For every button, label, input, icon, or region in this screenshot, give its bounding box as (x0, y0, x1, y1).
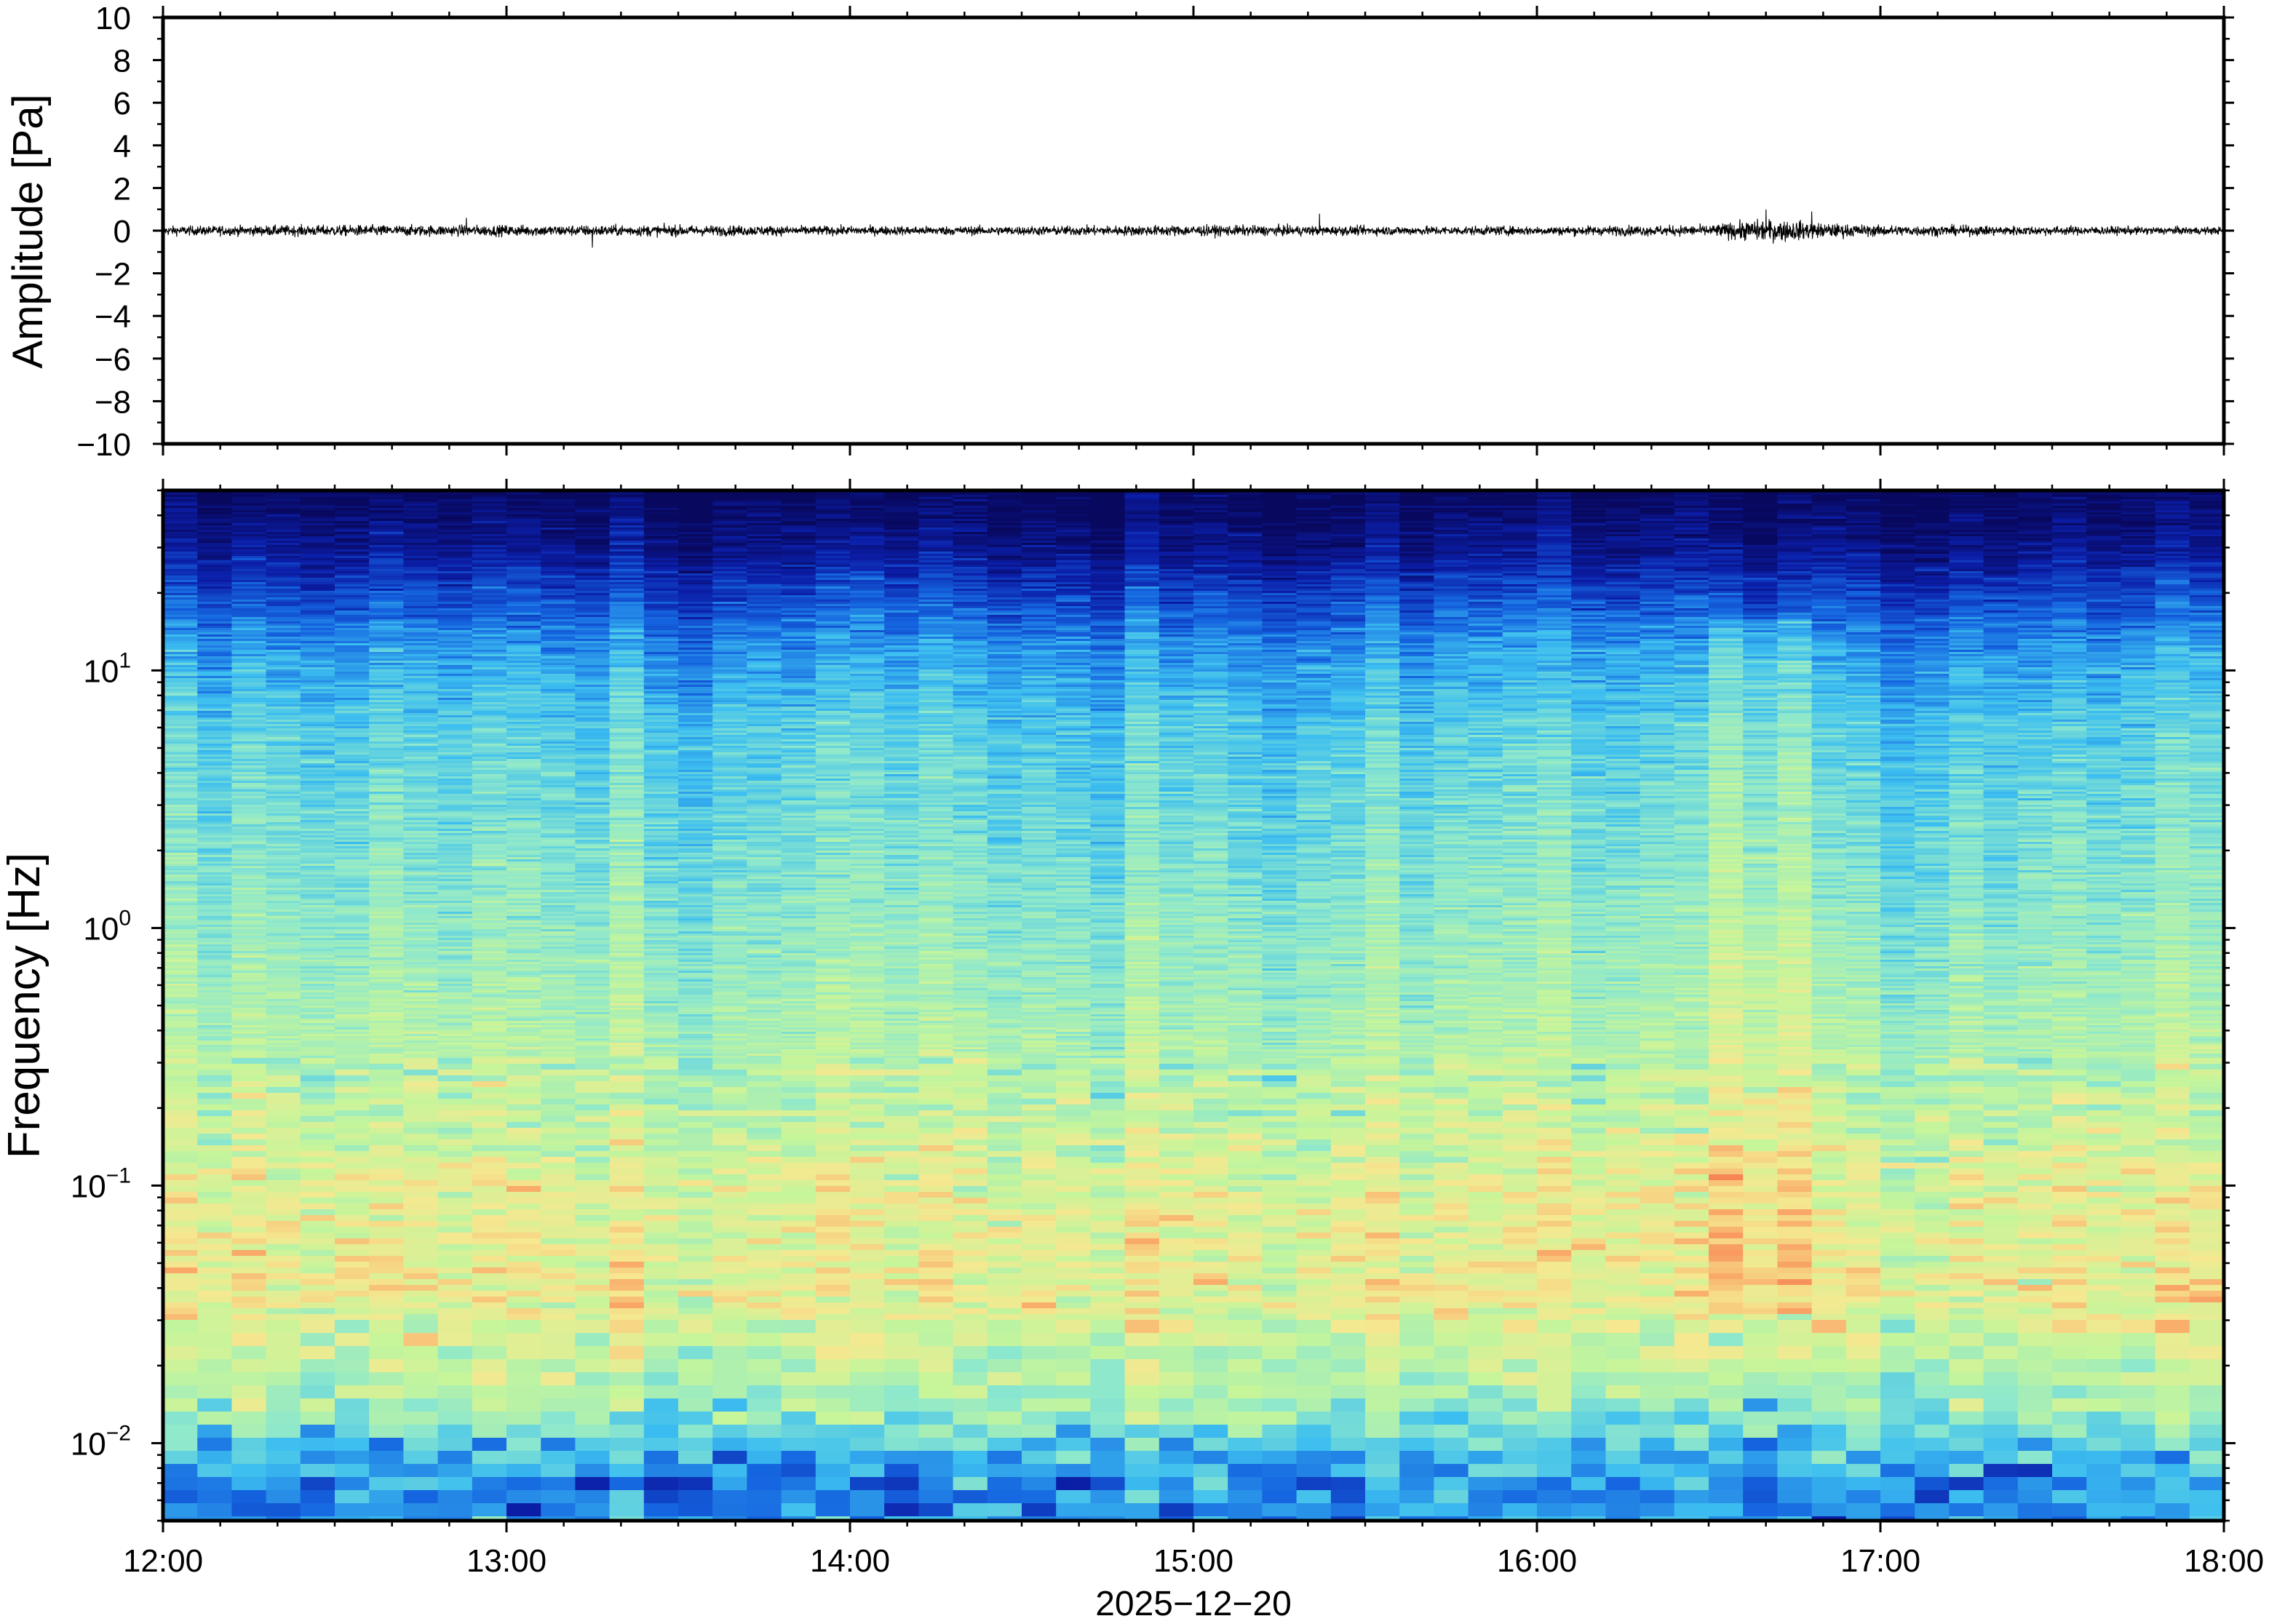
waveform-y-tick-label: 8 (114, 44, 131, 79)
waveform-y-tick-label: −4 (95, 299, 131, 335)
waveform-panel: −10 −8 −6 −4 −2 0 2 4 6 8 10 Amplitude [Pa] (4, 1, 2234, 463)
waveform-y-tick-label: 2 (114, 171, 131, 207)
waveform-y-tick-label: −2 (95, 257, 131, 292)
waveform-y-tick-label: −8 (95, 384, 131, 420)
waveform-y-axis-label: Amplitude [Pa] (4, 94, 52, 368)
waveform-y-tick-label: 6 (114, 86, 131, 122)
waveform-y-tick-label: −6 (95, 342, 131, 378)
waveform-y-tick-label: 0 (114, 214, 131, 250)
waveform-y-tick-label: 4 (114, 129, 131, 164)
waveform-y-tick-label: 10 (95, 1, 131, 36)
spectrogram-cells (163, 490, 2225, 1530)
waveform-y-tick-label: −10 (76, 427, 131, 463)
